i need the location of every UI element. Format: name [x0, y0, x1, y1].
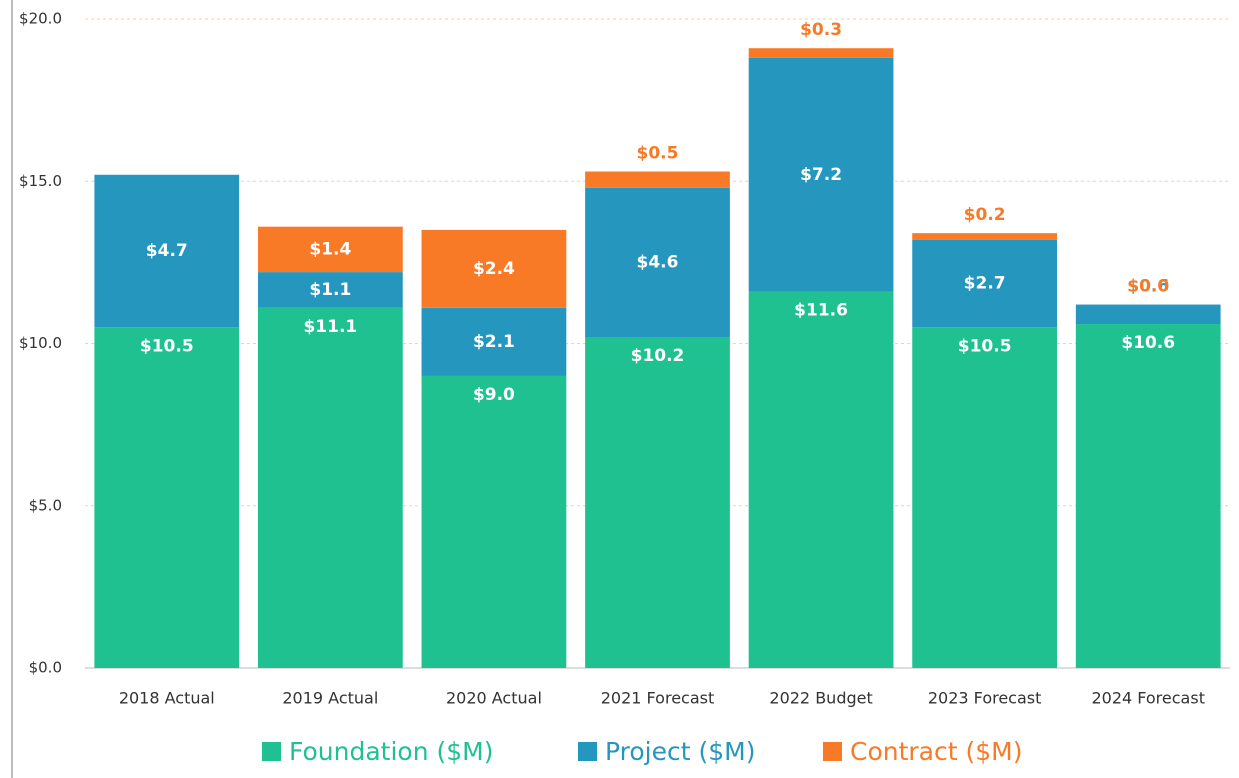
- legend-swatch: [262, 742, 281, 761]
- value-label: $1.1: [309, 280, 351, 300]
- y-tick-label: $15.0: [19, 172, 62, 190]
- bar-segment: [1075, 304, 1221, 325]
- value-label: $10.5: [958, 336, 1012, 356]
- bar-segment: [748, 48, 894, 58]
- bar-segment: [257, 272, 403, 308]
- legend-label: Contract ($M): [850, 737, 1022, 766]
- x-tick-label: 2024 Forecast: [1091, 689, 1205, 708]
- bar-segment: [748, 57, 894, 292]
- y-tick-label: $20.0: [19, 10, 62, 28]
- bar-segment: [585, 171, 730, 188]
- value-label: $0.5: [637, 144, 679, 164]
- bar-segment: [1075, 324, 1221, 668]
- value-label: $0.2: [964, 205, 1006, 225]
- bar-segment: [912, 239, 1058, 328]
- bar-segment: [748, 291, 894, 668]
- x-tick-label: 2019 Actual: [282, 689, 378, 708]
- bar-segment: [421, 229, 567, 308]
- value-label: $0.6: [1127, 277, 1169, 297]
- value-label: $1.4: [309, 239, 351, 259]
- value-label: $0.0: [1127, 277, 1169, 297]
- value-label: $4.7: [146, 241, 188, 261]
- x-tick-label: 2020 Actual: [446, 689, 542, 708]
- legend-swatch: [823, 742, 842, 761]
- legend-swatch: [578, 742, 597, 761]
- value-label: $10.2: [631, 346, 685, 366]
- value-label: $7.2: [800, 165, 842, 185]
- value-label: $11.1: [303, 317, 357, 337]
- bar-segment: [421, 307, 567, 376]
- value-label: $10.5: [140, 336, 194, 356]
- x-tick-label: 2018 Actual: [119, 689, 215, 708]
- bar-segment: [585, 337, 730, 668]
- bar-segment: [94, 174, 240, 328]
- bar-segment: [912, 327, 1058, 668]
- legend-label: Foundation ($M): [289, 737, 493, 766]
- value-label: $10.6: [1121, 333, 1175, 353]
- bar-segment: [94, 327, 240, 668]
- x-tick-label: 2023 Forecast: [928, 689, 1042, 708]
- value-label: $0.3: [800, 20, 842, 40]
- value-label: $4.6: [637, 252, 679, 272]
- bar-segment: [421, 375, 567, 668]
- bar-segment: [257, 307, 403, 668]
- value-label: $2.4: [473, 259, 515, 279]
- bar-segment: [912, 233, 1058, 240]
- value-label: $9.0: [473, 385, 515, 405]
- bar-segment: [257, 226, 403, 273]
- bar-segment: [585, 187, 730, 338]
- value-label: $11.6: [794, 301, 848, 321]
- y-tick-label: $0.0: [29, 659, 62, 677]
- y-tick-label: $5.0: [29, 496, 62, 514]
- legend-label: Project ($M): [605, 737, 755, 766]
- y-tick-label: $10.0: [19, 334, 62, 352]
- x-tick-label: 2022 Budget: [769, 689, 872, 708]
- x-tick-label: 2021 Forecast: [601, 689, 715, 708]
- value-label: $2.7: [964, 273, 1006, 293]
- value-label: $2.1: [473, 332, 515, 352]
